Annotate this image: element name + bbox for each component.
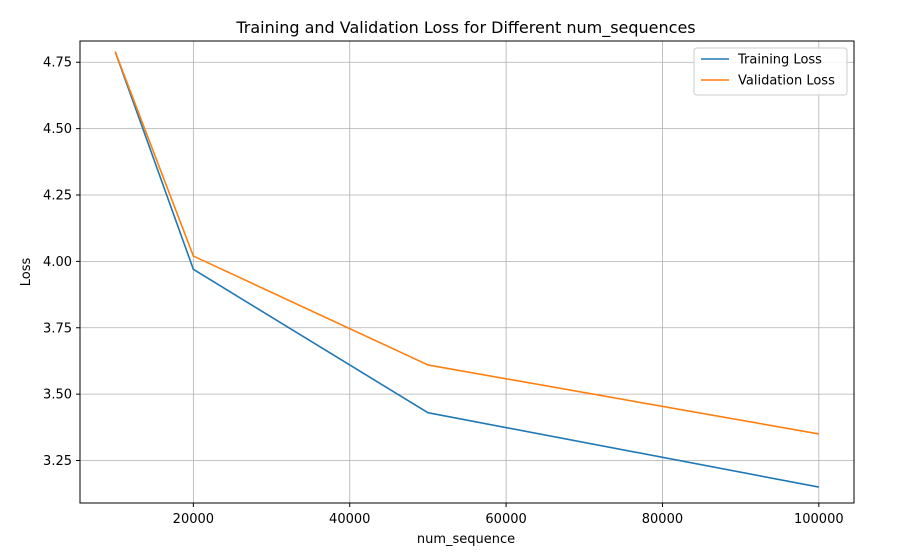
y-tick-label: 4.50 <box>43 122 72 137</box>
x-tick-label: 60000 <box>485 512 526 527</box>
series-layer <box>114 51 819 488</box>
y-tick-label: 4.00 <box>43 255 72 270</box>
y-tick-label: 4.25 <box>43 189 72 204</box>
plot-frame <box>79 40 855 504</box>
y-tick-label: 3.25 <box>43 454 72 469</box>
x-tick-label: 20000 <box>173 512 214 527</box>
training-loss-line <box>114 51 819 488</box>
x-axis-ticks: 20000 40000 60000 80000 100000 <box>173 503 844 527</box>
chart-title: Training and Validation Loss for Differe… <box>235 18 695 38</box>
validation-loss-line <box>114 51 819 435</box>
x-axis-title: num_sequence <box>417 532 515 547</box>
legend-box <box>693 47 848 96</box>
y-axis-ticks: 3.25 3.50 3.75 4.00 4.25 4.50 4.75 <box>43 56 80 469</box>
y-tick-label: 3.75 <box>43 321 72 336</box>
legend-label-validation-loss: Validation Loss <box>738 74 835 89</box>
y-tick-label: 4.75 <box>43 56 72 71</box>
y-tick-label: 3.50 <box>43 388 72 403</box>
grid-lines <box>80 41 854 503</box>
x-tick-label: 80000 <box>642 512 683 527</box>
y-axis-title: Loss <box>19 258 34 287</box>
legend-label-training-loss: Training Loss <box>737 53 822 68</box>
legend: Training Loss Validation Loss <box>693 47 848 96</box>
x-tick-label: 100000 <box>794 512 844 527</box>
x-tick-label: 40000 <box>329 512 370 527</box>
